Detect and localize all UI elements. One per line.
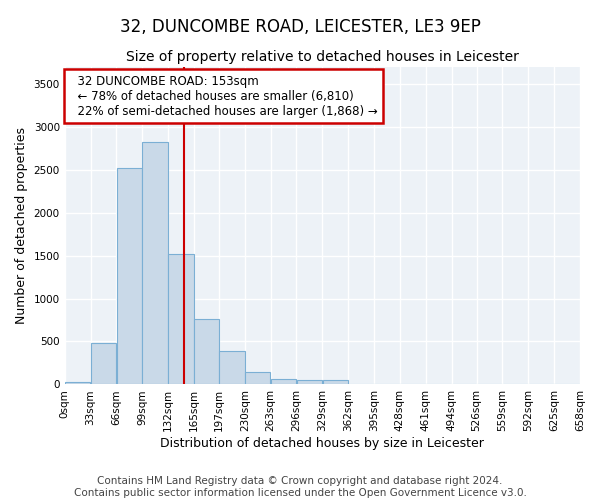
Bar <box>245 372 271 384</box>
Bar <box>116 168 142 384</box>
Bar <box>65 382 91 384</box>
Bar <box>91 343 116 384</box>
Bar <box>194 319 219 384</box>
Y-axis label: Number of detached properties: Number of detached properties <box>15 127 28 324</box>
Bar <box>142 142 168 384</box>
Bar <box>323 380 348 384</box>
Bar <box>168 254 194 384</box>
Text: Contains HM Land Registry data © Crown copyright and database right 2024.
Contai: Contains HM Land Registry data © Crown c… <box>74 476 526 498</box>
X-axis label: Distribution of detached houses by size in Leicester: Distribution of detached houses by size … <box>160 437 484 450</box>
Text: 32 DUNCOMBE ROAD: 153sqm
  ← 78% of detached houses are smaller (6,810)
  22% of: 32 DUNCOMBE ROAD: 153sqm ← 78% of detach… <box>70 74 377 118</box>
Bar <box>219 351 245 384</box>
Title: Size of property relative to detached houses in Leicester: Size of property relative to detached ho… <box>126 50 519 64</box>
Bar <box>296 380 322 384</box>
Text: 32, DUNCOMBE ROAD, LEICESTER, LE3 9EP: 32, DUNCOMBE ROAD, LEICESTER, LE3 9EP <box>119 18 481 36</box>
Bar <box>271 379 296 384</box>
